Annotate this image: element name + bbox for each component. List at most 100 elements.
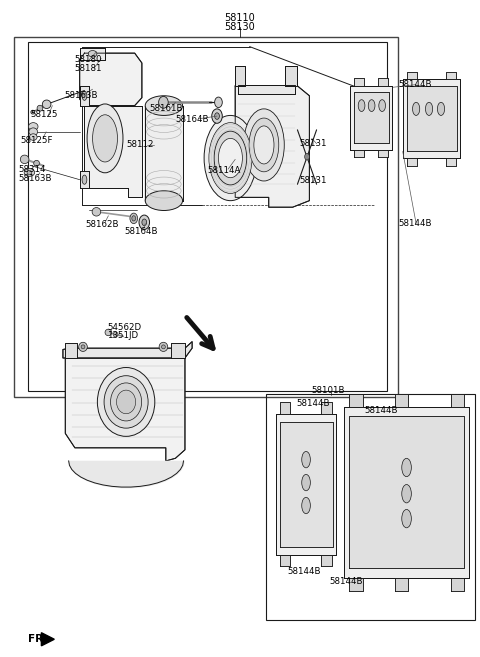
Polygon shape	[446, 72, 456, 79]
Ellipse shape	[402, 509, 411, 528]
Text: 58162B: 58162B	[86, 219, 120, 229]
Ellipse shape	[302, 474, 311, 491]
Polygon shape	[403, 79, 460, 158]
Polygon shape	[446, 158, 456, 166]
Ellipse shape	[214, 131, 247, 185]
Text: 58144B: 58144B	[329, 577, 362, 586]
Text: 58110: 58110	[225, 12, 255, 23]
Polygon shape	[280, 402, 290, 414]
Ellipse shape	[412, 102, 420, 116]
Polygon shape	[378, 150, 388, 158]
Ellipse shape	[204, 116, 257, 200]
Ellipse shape	[130, 213, 138, 223]
Ellipse shape	[24, 169, 35, 176]
Polygon shape	[407, 86, 457, 152]
Text: 58144B: 58144B	[288, 566, 322, 576]
Text: 58112: 58112	[126, 141, 154, 149]
Polygon shape	[350, 86, 392, 150]
Ellipse shape	[209, 123, 252, 193]
Polygon shape	[349, 394, 362, 407]
Polygon shape	[84, 106, 142, 197]
Ellipse shape	[105, 329, 112, 336]
Polygon shape	[238, 85, 295, 94]
Polygon shape	[170, 343, 185, 358]
Polygon shape	[63, 342, 192, 358]
Ellipse shape	[305, 154, 310, 160]
Polygon shape	[395, 578, 408, 591]
Polygon shape	[407, 72, 417, 79]
Ellipse shape	[113, 332, 118, 337]
Ellipse shape	[29, 134, 37, 141]
Ellipse shape	[243, 109, 284, 181]
Ellipse shape	[82, 91, 87, 101]
Ellipse shape	[302, 451, 311, 468]
Polygon shape	[145, 106, 182, 200]
Polygon shape	[451, 578, 464, 591]
Polygon shape	[65, 358, 185, 461]
Polygon shape	[286, 66, 298, 86]
Text: 1351JD: 1351JD	[107, 331, 138, 340]
Ellipse shape	[142, 219, 147, 225]
Polygon shape	[322, 402, 332, 414]
Polygon shape	[235, 66, 245, 86]
Ellipse shape	[379, 100, 385, 112]
Ellipse shape	[132, 215, 136, 221]
Polygon shape	[80, 171, 89, 187]
Text: 58163B: 58163B	[19, 174, 52, 183]
Ellipse shape	[402, 459, 411, 477]
Polygon shape	[80, 48, 105, 60]
Ellipse shape	[145, 191, 182, 210]
Text: 58164B: 58164B	[176, 115, 209, 124]
Text: 58125: 58125	[30, 110, 58, 120]
Ellipse shape	[139, 215, 150, 229]
Ellipse shape	[117, 390, 136, 414]
Ellipse shape	[358, 100, 365, 112]
Text: 58180: 58180	[75, 55, 102, 64]
Ellipse shape	[97, 367, 155, 436]
Ellipse shape	[212, 109, 222, 124]
Text: 58161B: 58161B	[149, 104, 182, 113]
Bar	[28, 42, 387, 392]
Bar	[13, 37, 398, 397]
Text: 58101B: 58101B	[312, 386, 345, 396]
Ellipse shape	[87, 104, 123, 173]
Ellipse shape	[437, 102, 444, 116]
Ellipse shape	[88, 51, 97, 57]
Polygon shape	[344, 407, 469, 578]
Ellipse shape	[215, 113, 219, 120]
Text: 58144B: 58144B	[364, 406, 398, 415]
Polygon shape	[354, 93, 389, 143]
Polygon shape	[235, 86, 310, 207]
Ellipse shape	[425, 102, 432, 116]
Bar	[266, 394, 475, 620]
Text: 58181: 58181	[75, 64, 102, 73]
Polygon shape	[322, 555, 332, 566]
Polygon shape	[349, 417, 464, 568]
Polygon shape	[65, 343, 77, 358]
Ellipse shape	[42, 100, 51, 108]
Ellipse shape	[249, 118, 279, 172]
Ellipse shape	[27, 171, 32, 174]
Polygon shape	[395, 394, 408, 407]
Ellipse shape	[82, 175, 87, 184]
Text: 58163B: 58163B	[64, 91, 98, 100]
Text: 58125F: 58125F	[21, 136, 53, 145]
Ellipse shape	[302, 497, 311, 514]
Polygon shape	[378, 78, 388, 86]
Ellipse shape	[218, 139, 242, 177]
Polygon shape	[354, 150, 364, 158]
Ellipse shape	[159, 342, 168, 351]
Text: 58314: 58314	[19, 165, 47, 173]
Ellipse shape	[20, 155, 29, 164]
Text: 58131: 58131	[300, 139, 327, 148]
Polygon shape	[80, 86, 89, 106]
Polygon shape	[349, 578, 362, 591]
Polygon shape	[280, 422, 333, 547]
Polygon shape	[41, 633, 54, 646]
Text: 58164B: 58164B	[124, 227, 157, 236]
Ellipse shape	[92, 208, 101, 216]
Text: 58130: 58130	[225, 22, 255, 32]
Ellipse shape	[31, 110, 35, 114]
Ellipse shape	[28, 123, 38, 131]
Ellipse shape	[254, 126, 274, 164]
